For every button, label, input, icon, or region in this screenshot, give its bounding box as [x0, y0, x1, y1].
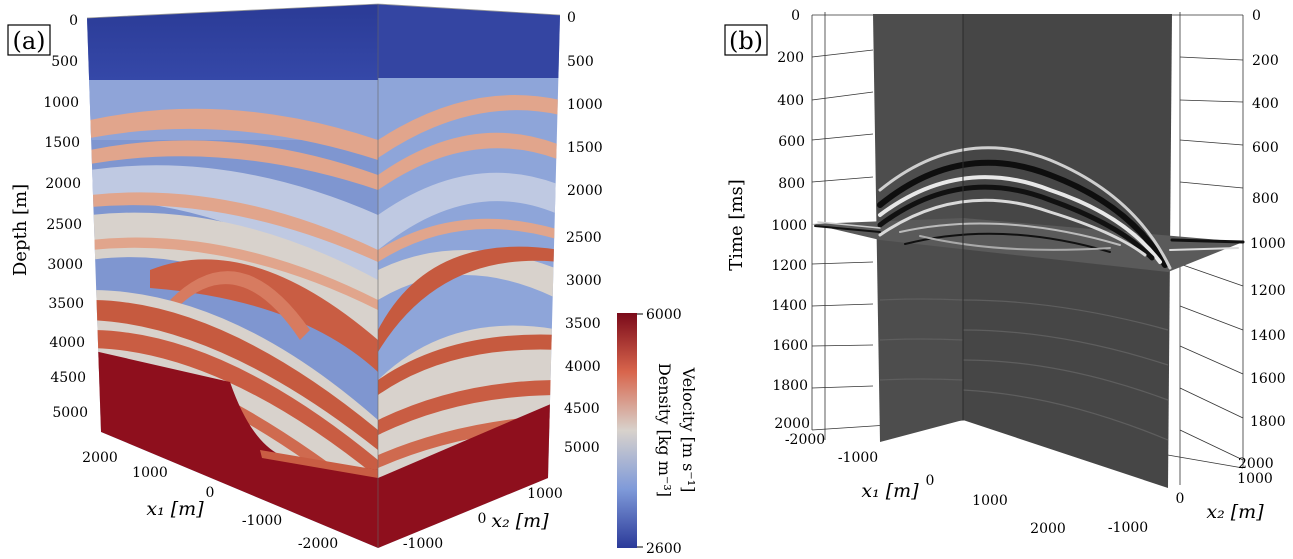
right-time-tick-7: 1400 [1250, 328, 1286, 344]
panel-b: (b) [724, 8, 1286, 537]
time-tick-7: 1400 [771, 298, 807, 314]
right-time-tick-6: 1200 [1250, 283, 1286, 299]
depth-tick-5: 2500 [46, 217, 82, 233]
reflection-events [814, 146, 1245, 270]
a-x1-axis-label: x₁ [m] [146, 498, 204, 520]
time-axis-label: Time [ms] [726, 179, 747, 271]
right-depth-tick-2: 1000 [567, 97, 603, 113]
right-depth-tick-6: 3000 [566, 273, 602, 289]
right-depth-tick-7: 3500 [565, 316, 601, 332]
right-depth-tick-9: 4500 [564, 401, 600, 417]
panel-b-label-box [724, 24, 768, 56]
colorbar: 6000 2600 Velocity [m s⁻¹] Density [kg m… [617, 307, 698, 557]
depth-tick-0: 0 [69, 13, 78, 29]
colorbar-min: 2600 [646, 541, 682, 557]
right-time-tick-4: 800 [1252, 191, 1279, 207]
a-x1-tick-0: 2000 [82, 450, 118, 466]
right-depth-tick-1: 500 [567, 54, 594, 70]
b-x2-axis-label: x₂ [m] [1206, 501, 1264, 523]
depth-tick-1: 500 [51, 54, 78, 70]
depth-axis-label: Depth [m] [10, 184, 31, 276]
a-x2-tick-0: -1000 [403, 536, 443, 552]
time-tick-2: 400 [777, 93, 804, 109]
right-time-tick-9: 1800 [1250, 414, 1286, 430]
colorbar-gradient [617, 313, 637, 548]
panel-a-label-box [7, 24, 51, 56]
a-x2-tick-2: 1000 [527, 486, 563, 502]
time-tick-8: 1600 [772, 338, 808, 354]
b-x1-tick-4: 2000 [1030, 521, 1066, 537]
right-time-tick-5: 1000 [1250, 236, 1286, 252]
time-tick-9: 1800 [772, 378, 808, 394]
depth-tick-2: 1000 [43, 95, 79, 111]
depth-tick-7: 3500 [48, 296, 84, 312]
seismic-volume [812, 14, 1245, 488]
a-x1-tick-2: 0 [206, 485, 215, 501]
right-time-tick-10: 2000 [1238, 456, 1274, 472]
depth-tick-9: 4500 [50, 370, 86, 386]
a-x1-tick-1: 1000 [132, 465, 168, 481]
time-tick-4: 800 [778, 176, 805, 192]
a-x2-tick-1: 0 [478, 511, 487, 527]
depth-tick-3: 1500 [44, 135, 80, 151]
deep-reflections [879, 298, 1169, 441]
b-x2-tick-2: 1000 [1237, 471, 1273, 487]
model-left-face [87, 4, 378, 548]
b-x1-axis-label: x₁ [m] [861, 480, 919, 502]
depth-tick-6: 3000 [47, 257, 83, 273]
colorbar-label-density: Density [kg m⁻³] [655, 363, 674, 497]
b-x2-tick-0: -1000 [1108, 520, 1148, 536]
right-depth-tick-8: 4000 [565, 359, 601, 375]
right-depth-tick-4: 2000 [567, 183, 603, 199]
b-x1-tick-2: 0 [926, 473, 935, 489]
right-depth-tick-10: 5000 [564, 440, 600, 456]
depth-tick-4: 2000 [45, 176, 81, 192]
time-tick-1: 200 [777, 50, 804, 66]
time-tick-6: 1200 [771, 258, 807, 274]
panel-b-label: (b) [729, 27, 763, 55]
panel-a-label: (a) [12, 27, 45, 55]
a-x2-axis-label: x₂ [m] [491, 510, 549, 532]
right-time-tick-2: 400 [1252, 96, 1279, 112]
depth-tick-8: 4000 [49, 335, 85, 351]
time-slice [812, 218, 1243, 272]
depth-tick-10: 5000 [52, 405, 88, 421]
right-time-tick-8: 1600 [1250, 371, 1286, 387]
time-tick-0: 0 [791, 8, 800, 24]
right-depth-tick-0: 0 [567, 10, 576, 26]
time-tick-5: 1000 [771, 218, 807, 234]
right-time-tick-1: 200 [1252, 53, 1279, 69]
b-x1-tick-0: -2000 [785, 432, 825, 448]
right-time-tick-3: 600 [1252, 140, 1279, 156]
model-right-face [378, 4, 560, 548]
colorbar-label-velocity: Velocity [m s⁻¹] [679, 367, 698, 493]
right-time-tick-0: 0 [1252, 8, 1261, 24]
b-x1-tick-3: 1000 [972, 493, 1008, 509]
right-depth-tick-5: 2500 [566, 230, 602, 246]
time-tick-10: 2000 [774, 416, 810, 432]
time-tick-3: 600 [778, 134, 805, 150]
a-x1-tick-3: -1000 [242, 513, 282, 529]
b-x1-tick-1: -1000 [838, 450, 878, 466]
panel-a: (a) [7, 3, 698, 557]
b-x2-tick-1: 0 [1176, 491, 1185, 507]
a-x1-tick-4: -2000 [298, 536, 338, 552]
right-depth-tick-3: 1500 [567, 140, 603, 156]
colorbar-max: 6000 [646, 307, 682, 323]
